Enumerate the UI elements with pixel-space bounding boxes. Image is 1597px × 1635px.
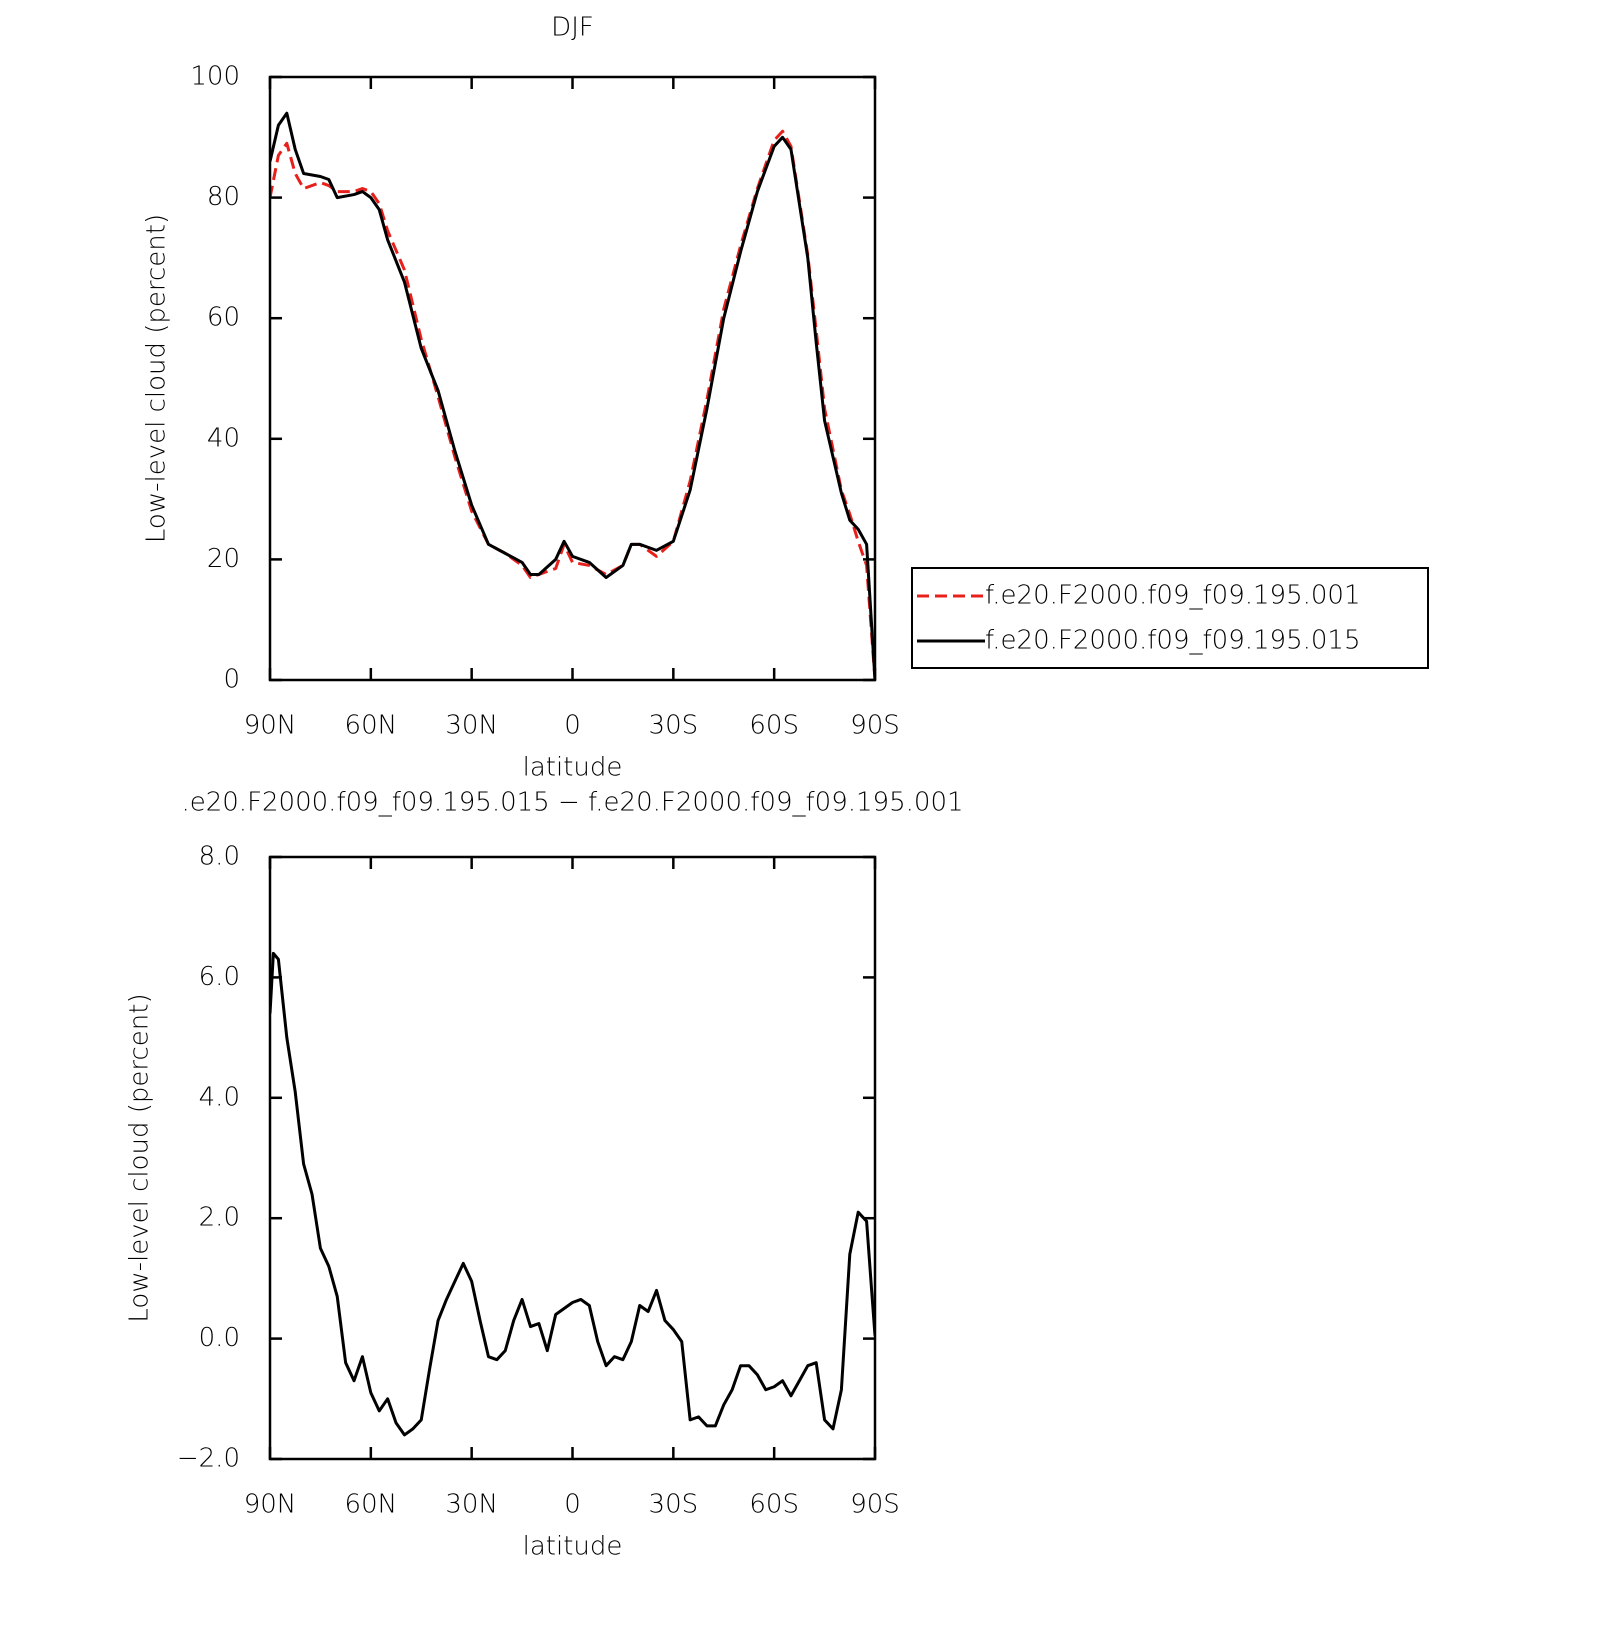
x-tick-label: 0 xyxy=(564,1490,581,1520)
legend-label: f.e20.F2000.f09_f09.195.015 xyxy=(985,626,1361,656)
x-tick-label: 90S xyxy=(850,1490,900,1520)
y-tick-label: 4.0 xyxy=(199,1082,240,1112)
y-tick-label: 40 xyxy=(207,423,240,453)
x-axis-label: latitude xyxy=(523,753,623,783)
x-tick-label: 30S xyxy=(649,1490,699,1520)
y-tick-label: 20 xyxy=(207,544,240,574)
x-tick-label: 0 xyxy=(564,711,581,741)
y-tick-label: 0 xyxy=(223,665,240,695)
legend-box xyxy=(911,567,1429,669)
y-axis-label: Low-level cloud (percent) xyxy=(142,214,172,543)
data-line xyxy=(270,129,875,680)
data-line xyxy=(270,111,875,680)
x-tick-label: 60N xyxy=(345,1490,398,1520)
chart-title: DJF xyxy=(551,13,594,43)
y-tick-label: −2.0 xyxy=(177,1444,240,1474)
plot-frame xyxy=(268,855,877,1461)
y-axis-label: Low-level cloud (percent) xyxy=(125,993,155,1322)
x-axis-label: latitude xyxy=(523,1532,623,1562)
y-tick-label: 60 xyxy=(207,303,240,333)
y-tick-label: 100 xyxy=(190,62,240,92)
x-tick-label: 60S xyxy=(749,1490,799,1520)
x-tick-label: 60N xyxy=(345,711,398,741)
y-tick-label: 0.0 xyxy=(199,1323,240,1353)
x-tick-label: 60S xyxy=(749,711,799,741)
y-tick-label: 6.0 xyxy=(199,962,240,992)
x-tick-label: 90S xyxy=(850,711,900,741)
y-tick-label: 80 xyxy=(207,182,240,212)
x-tick-label: 90N xyxy=(244,1490,297,1520)
x-tick-label: 30N xyxy=(445,711,498,741)
y-tick-label: 8.0 xyxy=(199,842,240,872)
y-tick-label: 2.0 xyxy=(199,1203,240,1233)
x-tick-label: 30S xyxy=(649,711,699,741)
data-line xyxy=(270,951,875,1437)
plot-frame xyxy=(268,75,877,682)
x-tick-label: 30N xyxy=(445,1490,498,1520)
legend-label: f.e20.F2000.f09_f09.195.001 xyxy=(985,581,1361,611)
chart-title: .e20.F2000.f09_f09.195.015 − f.e20.F2000… xyxy=(181,788,963,818)
x-tick-label: 90N xyxy=(244,711,297,741)
